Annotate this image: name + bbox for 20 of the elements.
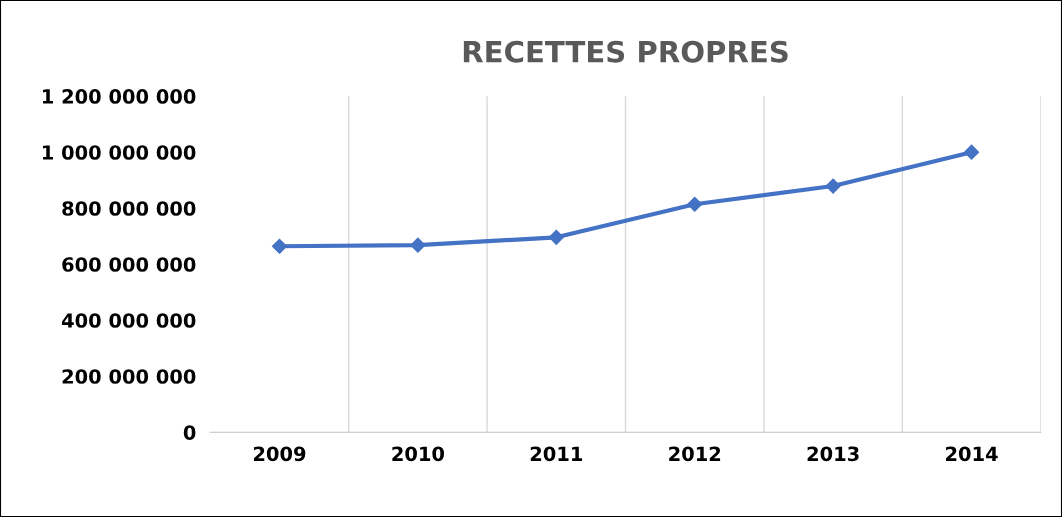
y-tick-label: 600 000 000 xyxy=(62,257,196,272)
y-tick-label: 1 200 000 000 xyxy=(42,89,196,104)
x-tick-label: 2011 xyxy=(530,446,583,462)
point xyxy=(825,178,841,194)
x-tick-label: 2013 xyxy=(807,446,859,462)
x-tick-label: 2012 xyxy=(669,446,721,462)
y-tick-label: 400 000 000 xyxy=(61,313,196,328)
x-tick-label: 2009 xyxy=(253,446,306,462)
y-tick-label: 200 000 000 xyxy=(62,369,196,384)
chart-title: RECETTES PROPRES xyxy=(463,40,788,63)
point xyxy=(963,144,980,160)
y-tick-label: 800 000 000 xyxy=(62,201,196,216)
x-tick-label: 2014 xyxy=(946,446,998,462)
y-tick-label: 0 xyxy=(183,425,196,440)
x-tick-label: 2010 xyxy=(392,446,445,462)
y-tick-label: 1 000 000 000 xyxy=(42,145,196,160)
point xyxy=(687,196,703,212)
point xyxy=(410,237,426,253)
point xyxy=(548,229,564,245)
point xyxy=(271,238,288,254)
